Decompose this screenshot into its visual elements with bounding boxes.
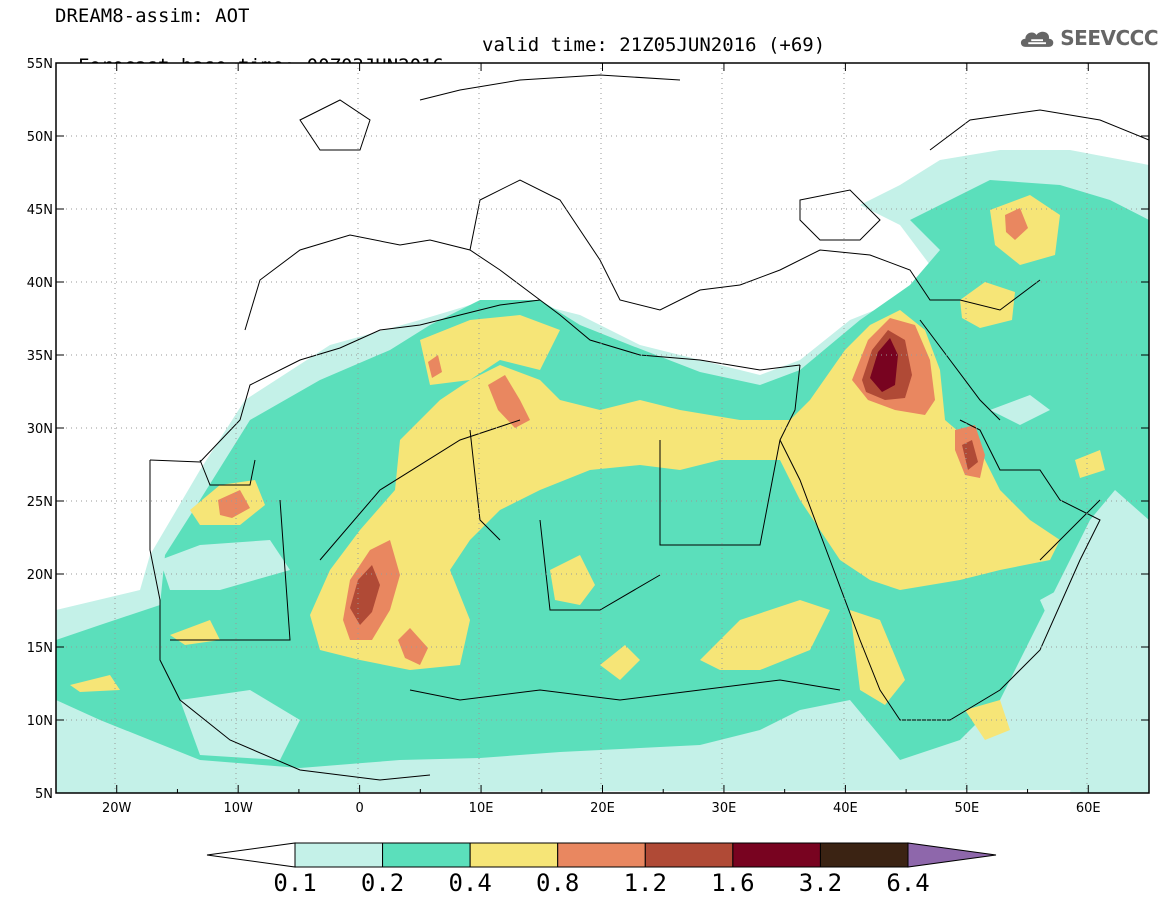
aot-band-1.6 [870, 338, 898, 392]
colorbar-label: 3.2 [798, 869, 843, 897]
lon-tick-label: 60E [1076, 801, 1101, 816]
lon-tick-label: 30E [712, 801, 737, 816]
lat-tick-label: 50N [27, 130, 53, 145]
lat-tick-label: 25N [27, 495, 53, 510]
aot-fields [56, 63, 1149, 793]
lon-tick-label: 50E [954, 801, 979, 816]
colorbar-swatch [732, 842, 821, 868]
axis-ticks: 20W 10W 0 10E 20E 30E 40E 50E 60E 55N 50N 45N 40N 35N… [27, 57, 1150, 816]
lon-tick-label: 40E [833, 801, 858, 816]
aot-band-0.1-patch-west [160, 540, 290, 590]
lat-tick-label: 35N [27, 349, 53, 364]
lat-tick-label: 5N [35, 787, 53, 802]
colorbar-label: 0.2 [360, 869, 405, 897]
lon-tick-label: 0 [355, 801, 363, 816]
aot-band-0.1-patch-iran [990, 395, 1050, 425]
colorbar-swatch [382, 842, 471, 868]
colorbar-label: 1.6 [711, 869, 755, 897]
lat-tick-label: 40N [27, 276, 53, 291]
lon-tick-label: 10W [223, 801, 253, 816]
aot-band-0.1-patch-guinea [180, 690, 300, 760]
valid-time: valid time: 21Z05JUN2016 (+69) [482, 34, 826, 56]
lon-tick-label: 10E [469, 801, 494, 816]
colorbar-label: 1.2 [623, 869, 667, 897]
lat-tick-label: 55N [27, 57, 53, 72]
lon-tick-label: 20E [590, 801, 615, 816]
logo-text: SEEVCCC [1060, 26, 1158, 50]
colorbar [206, 842, 997, 868]
colorbar-swatch [294, 842, 384, 868]
aot-band-0.1-patch-arabian-sea [1040, 540, 1149, 793]
coastlines-borders [149, 74, 1149, 781]
colorbar-swatch [557, 842, 646, 868]
colorbar-swatch [819, 842, 909, 868]
seevccc-logo: SEEVCCC [1018, 20, 1158, 56]
colorbar-label: 0.4 [448, 869, 492, 897]
lat-tick-label: 10N [27, 714, 53, 729]
chart-title: DREAM8-assim: AOT [55, 5, 250, 27]
lat-tick-label: 30N [27, 422, 53, 437]
cloud-icon [1020, 31, 1054, 47]
colorbar-over-arrow [907, 842, 997, 868]
colorbar-swatch [469, 842, 559, 868]
lon-tick-label: 20W [102, 801, 132, 816]
grid-lines [56, 63, 1149, 793]
colorbar-under-arrow [206, 842, 296, 868]
colorbar-swatch [644, 842, 734, 868]
lat-tick-label: 45N [27, 203, 53, 218]
colorbar-label: 6.4 [886, 869, 930, 897]
colorbar-label: 0.8 [536, 869, 580, 897]
colorbar-label: 0.1 [273, 869, 317, 897]
lat-tick-label: 20N [27, 568, 53, 583]
lat-tick-label: 15N [27, 641, 53, 656]
